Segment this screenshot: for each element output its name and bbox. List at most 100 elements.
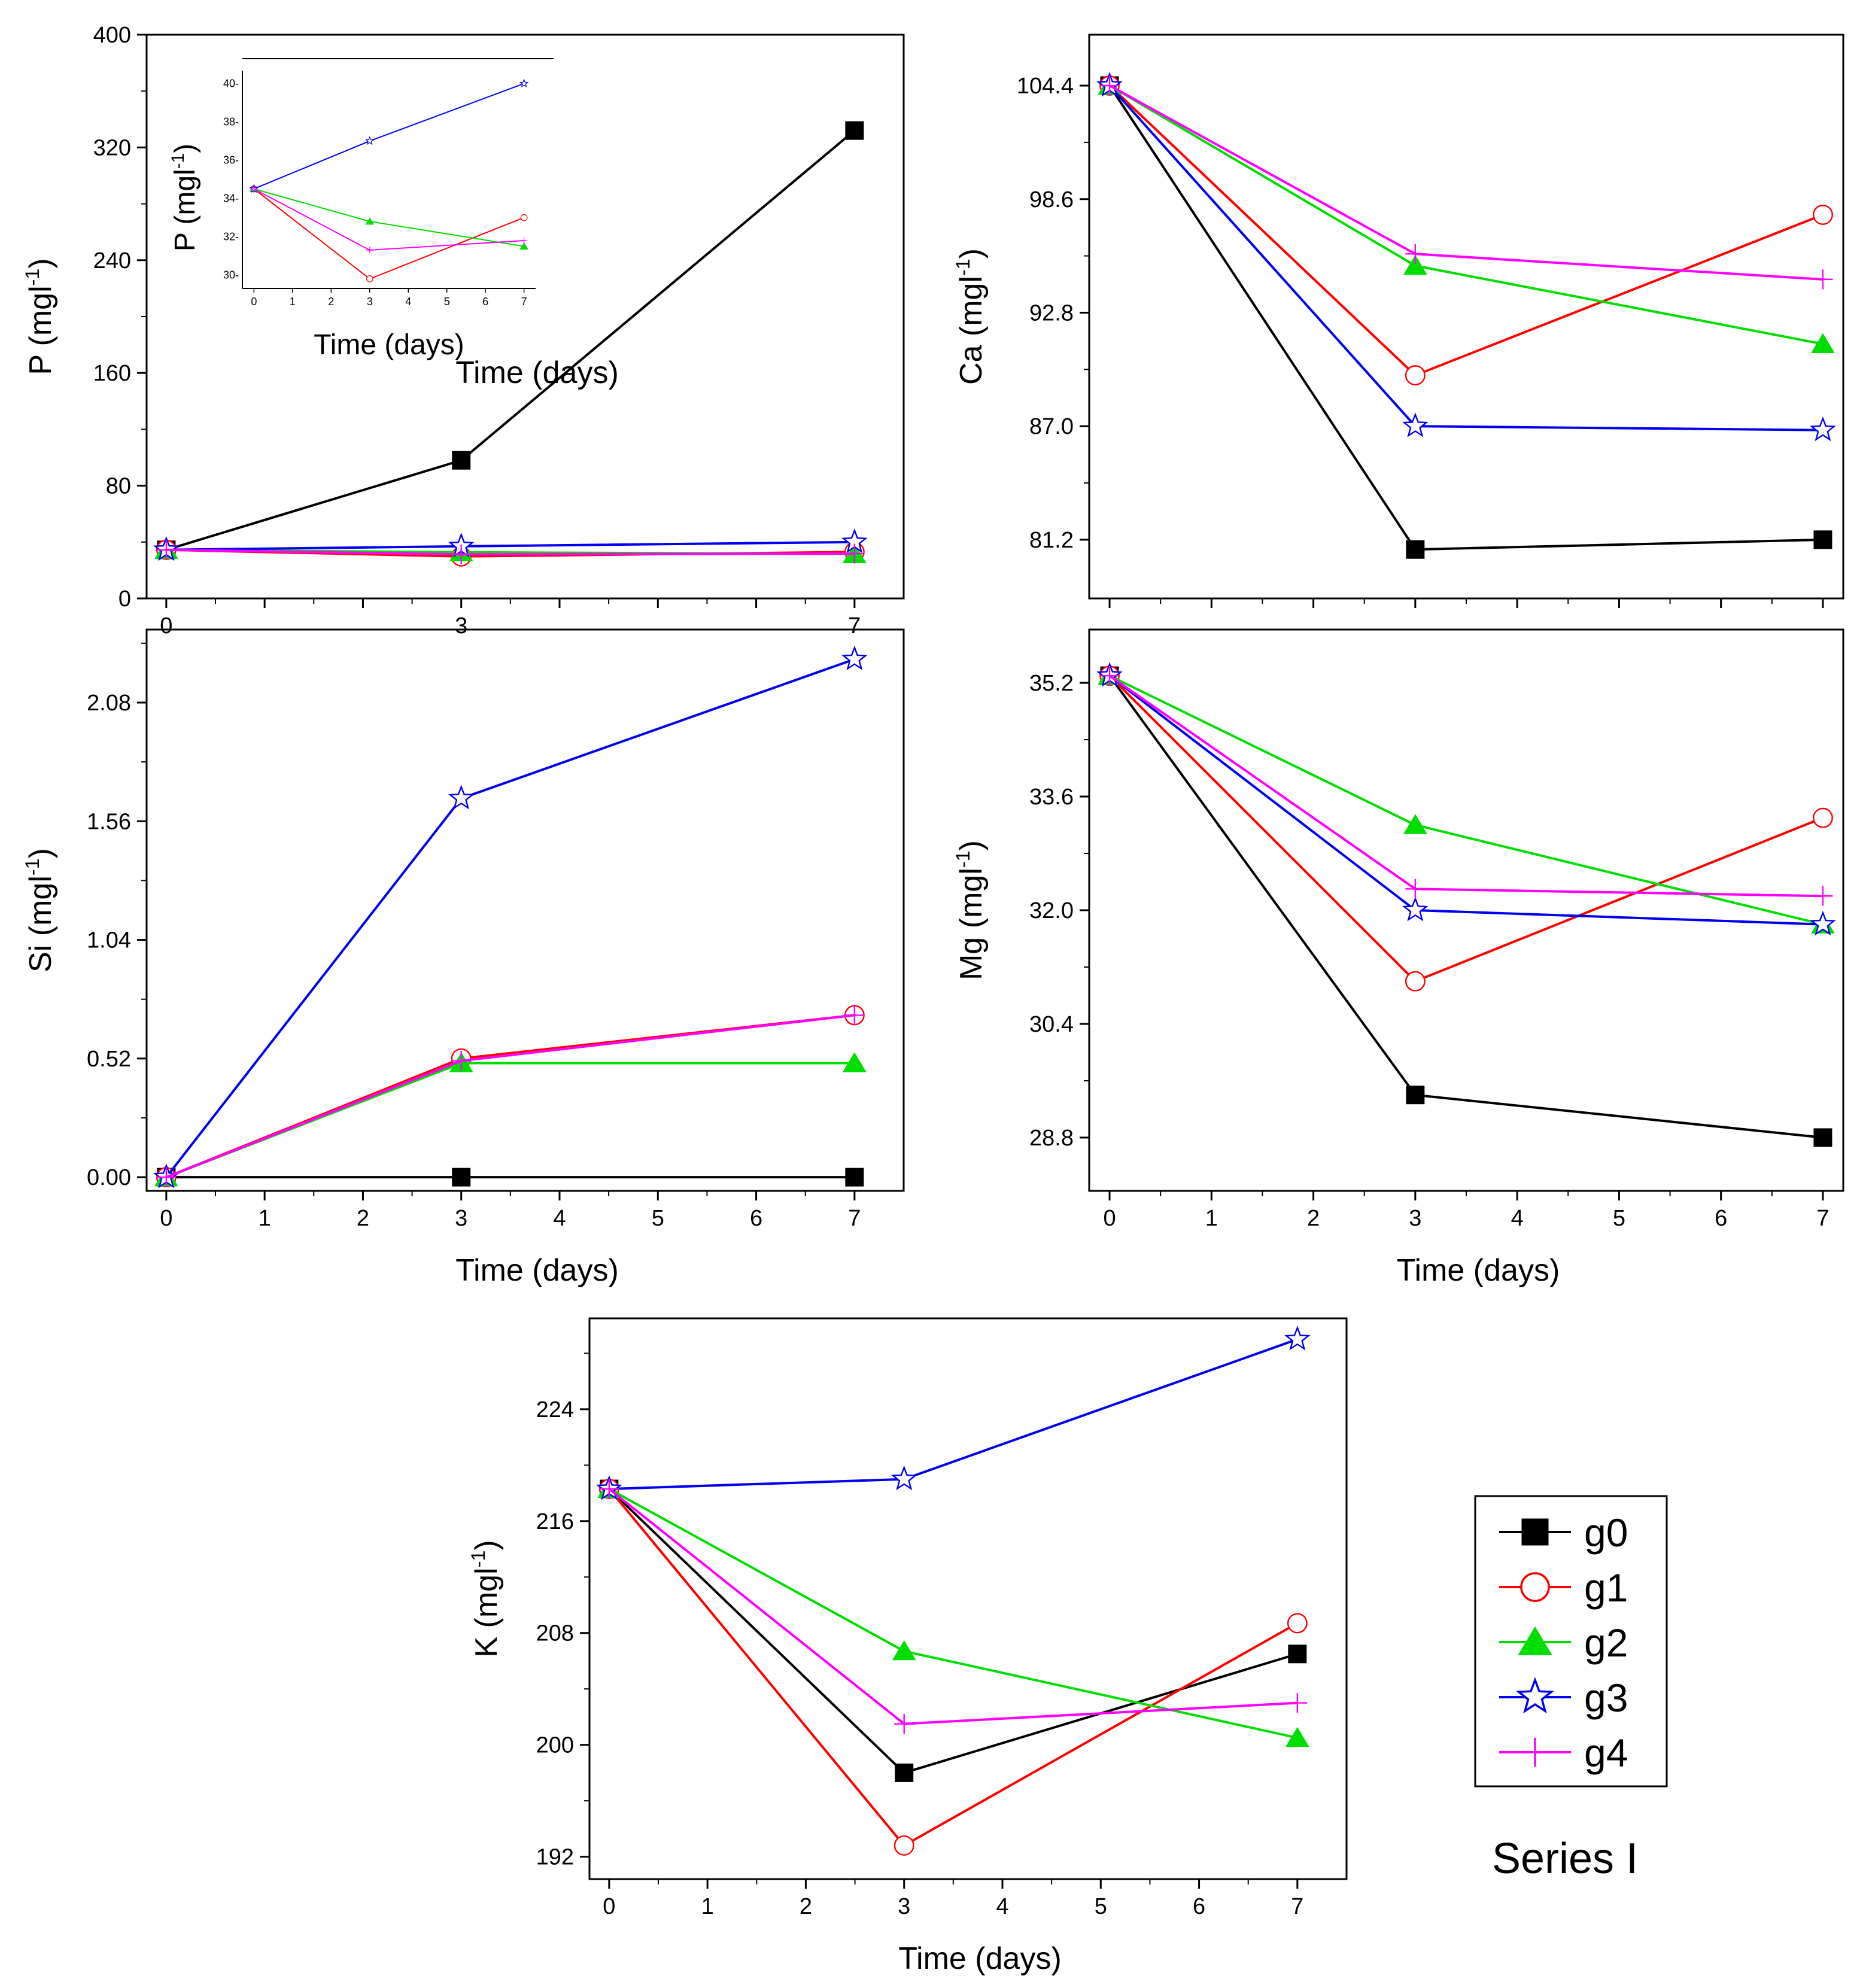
data-point-g2 xyxy=(1811,333,1835,353)
inset-y-tick-label: 36- xyxy=(223,154,239,166)
data-point-g4 xyxy=(1099,75,1120,96)
inset-x-tick-label: 1 xyxy=(290,296,296,308)
data-point-g4 xyxy=(844,1005,865,1025)
y-tick-label: 80 xyxy=(106,474,131,499)
x-tick-label: 4 xyxy=(996,1894,1008,1919)
data-point-g3 xyxy=(448,785,475,810)
plot-frame xyxy=(145,628,905,1192)
x-tick-label: 7 xyxy=(848,613,861,639)
data-point-g1 xyxy=(894,1835,914,1856)
y-tick-label: 240 xyxy=(93,248,131,273)
legend-label-g2: g2 xyxy=(1584,1621,1628,1665)
inset-y-tick-label: 34- xyxy=(223,193,239,205)
y-axis-label: Ca (mgl-1) xyxy=(952,248,989,385)
inset-x-tick-label: 0 xyxy=(251,296,257,308)
legend-item-g2: g2 xyxy=(1499,1621,1628,1665)
x-tick-label: 2 xyxy=(357,1206,369,1231)
y-tick-label: 224 xyxy=(536,1397,574,1422)
inset-data-point-g3 xyxy=(519,78,529,88)
series-g4 xyxy=(156,540,865,564)
x-axis-label: Time (days) xyxy=(898,1941,1062,1976)
chart-mg: 0 1 2 3 4 5 6 7 28.8 30.4 32.0 33.6 35.2 Mg (mgl-1) Ti… xyxy=(952,628,1844,1288)
inset-y-tick-label: 38- xyxy=(223,116,239,128)
data-point-g3 xyxy=(1402,412,1429,437)
inset-data-point-g4 xyxy=(250,186,257,193)
data-point-g0 xyxy=(1406,1086,1425,1105)
data-point-g0 xyxy=(452,1168,471,1187)
data-point-g0 xyxy=(1406,540,1425,559)
legend-marker-g0 xyxy=(1521,1518,1549,1546)
data-point-g4 xyxy=(894,1714,914,1734)
series-g4 xyxy=(1099,665,1833,906)
y-tick-label: 1.04 xyxy=(87,928,131,953)
data-point-g3 xyxy=(1810,910,1836,936)
inset-chart-p: 0 1 2 3 4 5 6 7 30- 32- 34- 36- 38- 40- P (mgl-1) Time … xyxy=(168,58,554,361)
x-tick-label: 4 xyxy=(1511,1206,1524,1231)
x-tick-label: 1 xyxy=(259,1206,271,1231)
series-g4 xyxy=(599,1479,1308,1734)
x-tick-label: 7 xyxy=(1816,1206,1829,1231)
y-tick-label: 200 xyxy=(536,1733,574,1758)
inset-series-g4 xyxy=(250,186,528,254)
inset-x-tick-label: 2 xyxy=(328,296,334,308)
y-tick-label: 30.4 xyxy=(1029,1012,1074,1037)
inset-y-tick-label: 32- xyxy=(223,231,239,243)
inset-y-tick-label: 30- xyxy=(223,269,239,281)
x-tick-label: 0 xyxy=(603,1894,615,1919)
x-tick-label: 5 xyxy=(652,1206,664,1231)
data-point-g4 xyxy=(156,1167,177,1187)
y-tick-label: 87.0 xyxy=(1029,414,1074,439)
chart-ca: 81.2 87.0 92.8 98.6 104.4 Ca (mgl-1) xyxy=(952,34,1844,608)
data-point-g4 xyxy=(156,540,177,560)
legend-item-g0: g0 xyxy=(1499,1510,1628,1555)
plot-frame xyxy=(588,1317,1348,1880)
data-point-g4 xyxy=(1287,1693,1308,1713)
data-point-g3 xyxy=(891,1465,917,1491)
inset-data-point-g2 xyxy=(519,242,528,250)
x-tick-label: 7 xyxy=(1291,1894,1303,1919)
legend-marker-g2 xyxy=(1518,1626,1552,1656)
data-point-g2 xyxy=(1403,254,1427,275)
x-axis-label: Time (days) xyxy=(455,1253,619,1288)
data-point-g0 xyxy=(845,121,864,140)
data-point-g1 xyxy=(1812,204,1833,225)
legend-item-g1: g1 xyxy=(1499,1566,1628,1610)
legend-marker-g1 xyxy=(1520,1572,1550,1602)
inset-data-point-g2 xyxy=(365,217,374,225)
inset-y-axis-label: P (mgl-1) xyxy=(168,144,201,251)
legend-label-g1: g1 xyxy=(1584,1566,1628,1610)
legend-marker-g4 xyxy=(1520,1737,1550,1767)
inset-x-tick-label: 4 xyxy=(405,296,411,308)
x-tick-label: 7 xyxy=(848,1206,861,1231)
data-point-g4 xyxy=(1099,665,1120,686)
data-point-g0 xyxy=(895,1763,914,1782)
data-point-g4 xyxy=(1813,269,1833,290)
legend-label-g0: g0 xyxy=(1584,1510,1628,1555)
x-tick-label: 0 xyxy=(160,613,172,639)
legend-item-g3: g3 xyxy=(1499,1676,1628,1720)
x-tick-label: 6 xyxy=(1193,1894,1205,1919)
y-tick-label: 400 xyxy=(93,23,131,48)
x-tick-label: 3 xyxy=(455,613,467,639)
inset-y-tick-label: 40- xyxy=(223,78,239,90)
data-point-g4 xyxy=(1405,879,1426,899)
y-tick-label: 320 xyxy=(93,135,131,160)
y-axis-label: Mg (mgl-1) xyxy=(952,840,989,980)
x-axis-label: Time (days) xyxy=(455,355,619,390)
data-point-g0 xyxy=(1813,1128,1832,1147)
data-point-g0 xyxy=(452,451,471,470)
y-tick-label: 35.2 xyxy=(1029,671,1074,696)
data-point-g3 xyxy=(841,645,868,671)
data-point-g3 xyxy=(1402,896,1429,922)
y-tick-label: 208 xyxy=(536,1621,574,1646)
y-tick-label: 32.0 xyxy=(1029,898,1074,923)
inset-x-axis-label: Time (days) xyxy=(314,329,464,361)
y-tick-label: 104.4 xyxy=(1017,74,1074,99)
inset-x-tick-label: 6 xyxy=(482,296,488,308)
legend-item-g4: g4 xyxy=(1499,1731,1628,1775)
series-g4 xyxy=(1099,75,1833,290)
inset-data-point-g4 xyxy=(521,237,528,244)
x-tick-label: 5 xyxy=(1095,1894,1107,1919)
data-point-g1 xyxy=(1812,807,1833,828)
